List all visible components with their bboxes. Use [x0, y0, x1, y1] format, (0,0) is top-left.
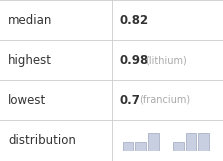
Text: (francium): (francium) — [140, 95, 191, 105]
Text: median: median — [8, 14, 52, 27]
Text: distribution: distribution — [8, 134, 76, 147]
Bar — [186, 133, 196, 151]
Text: 0.7: 0.7 — [120, 94, 140, 106]
Text: 0.82: 0.82 — [120, 14, 149, 27]
Text: lowest: lowest — [8, 94, 46, 106]
Bar — [148, 133, 159, 151]
Text: (lithium): (lithium) — [145, 55, 187, 65]
Bar — [123, 142, 133, 151]
Bar — [135, 142, 146, 151]
Text: 0.98: 0.98 — [120, 53, 149, 66]
Bar — [198, 133, 209, 151]
Text: highest: highest — [8, 53, 52, 66]
Bar — [173, 142, 184, 151]
